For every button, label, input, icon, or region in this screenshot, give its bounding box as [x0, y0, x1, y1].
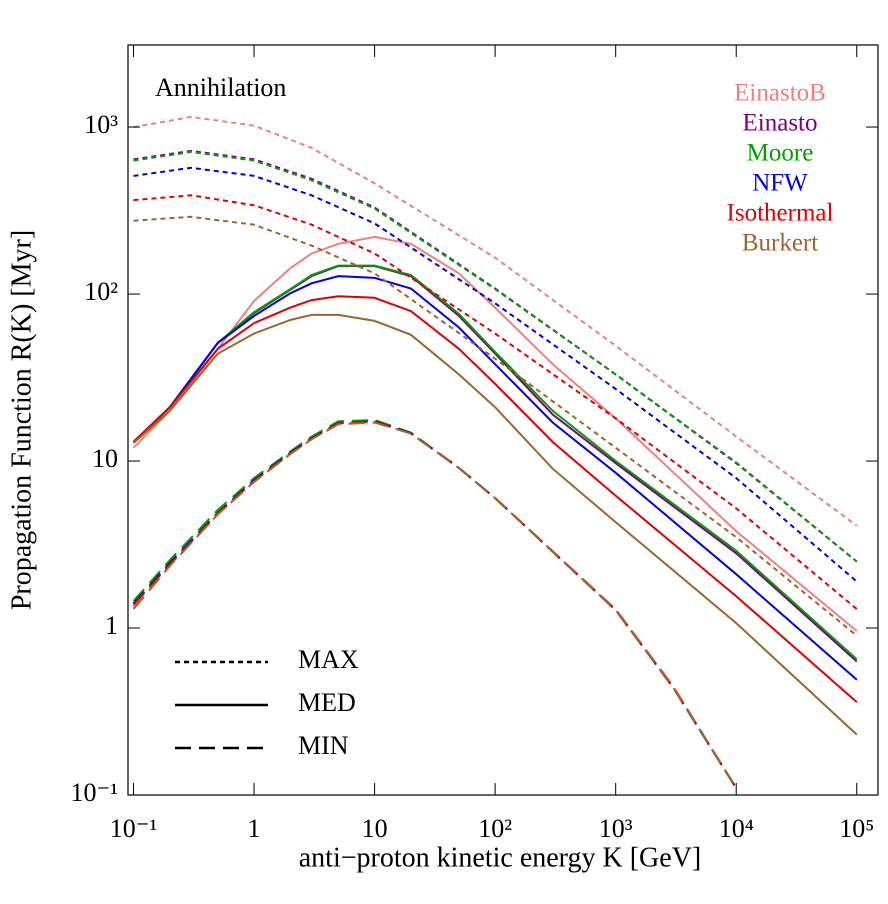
data-line: [132, 418, 738, 789]
legend-label: Einasto: [743, 110, 818, 137]
x-tick-label: 10⁵: [839, 814, 874, 843]
legend-label: Burkert: [742, 230, 818, 257]
data-line: [132, 295, 858, 703]
data-line: [132, 313, 858, 736]
y-tick-label: 10⁻¹: [70, 778, 118, 807]
plot-lines: [132, 115, 858, 789]
legend-label: NFW: [752, 170, 808, 197]
x-tick-label: 10²: [478, 814, 512, 843]
y-axis-label: Propagation Function R(K) [Myr]: [6, 230, 37, 610]
x-tick-label: 10: [362, 814, 388, 843]
data-line: [132, 235, 858, 632]
data-line: [133, 150, 858, 563]
data-line: [133, 215, 858, 637]
legend-label: EinastoB: [734, 80, 826, 107]
legend-label: Isothermal: [727, 200, 834, 227]
y-tick-label: 10: [92, 444, 118, 473]
x-tick-label: 10³: [599, 814, 633, 843]
data-line: [132, 419, 738, 789]
data-line: [132, 420, 738, 789]
data-line: [132, 264, 858, 661]
data-line: [132, 420, 738, 789]
annotation: Annihilation: [155, 73, 286, 102]
x-axis-label: anti−proton kinetic energy K [GeV]: [299, 842, 702, 873]
data-line: [132, 421, 738, 789]
x-tick-label: 1: [248, 814, 261, 843]
y-tick-label: 1: [105, 611, 118, 640]
legend-label: MED: [298, 688, 356, 717]
legend-label: MIN: [298, 731, 349, 760]
plot-frame: [127, 44, 879, 796]
legend-label: Moore: [747, 140, 814, 167]
x-tick-label: 10⁻¹: [110, 814, 158, 843]
data-line: [132, 420, 738, 789]
legend-label: MAX: [298, 645, 359, 674]
data-line: [133, 115, 858, 527]
data-line: [132, 275, 858, 681]
data-line: [133, 166, 858, 583]
y-tick-label: 10²: [84, 277, 118, 306]
data-line: [133, 194, 858, 610]
y-tick-label: 10³: [84, 110, 118, 139]
x-tick-label: 10⁴: [719, 814, 754, 843]
